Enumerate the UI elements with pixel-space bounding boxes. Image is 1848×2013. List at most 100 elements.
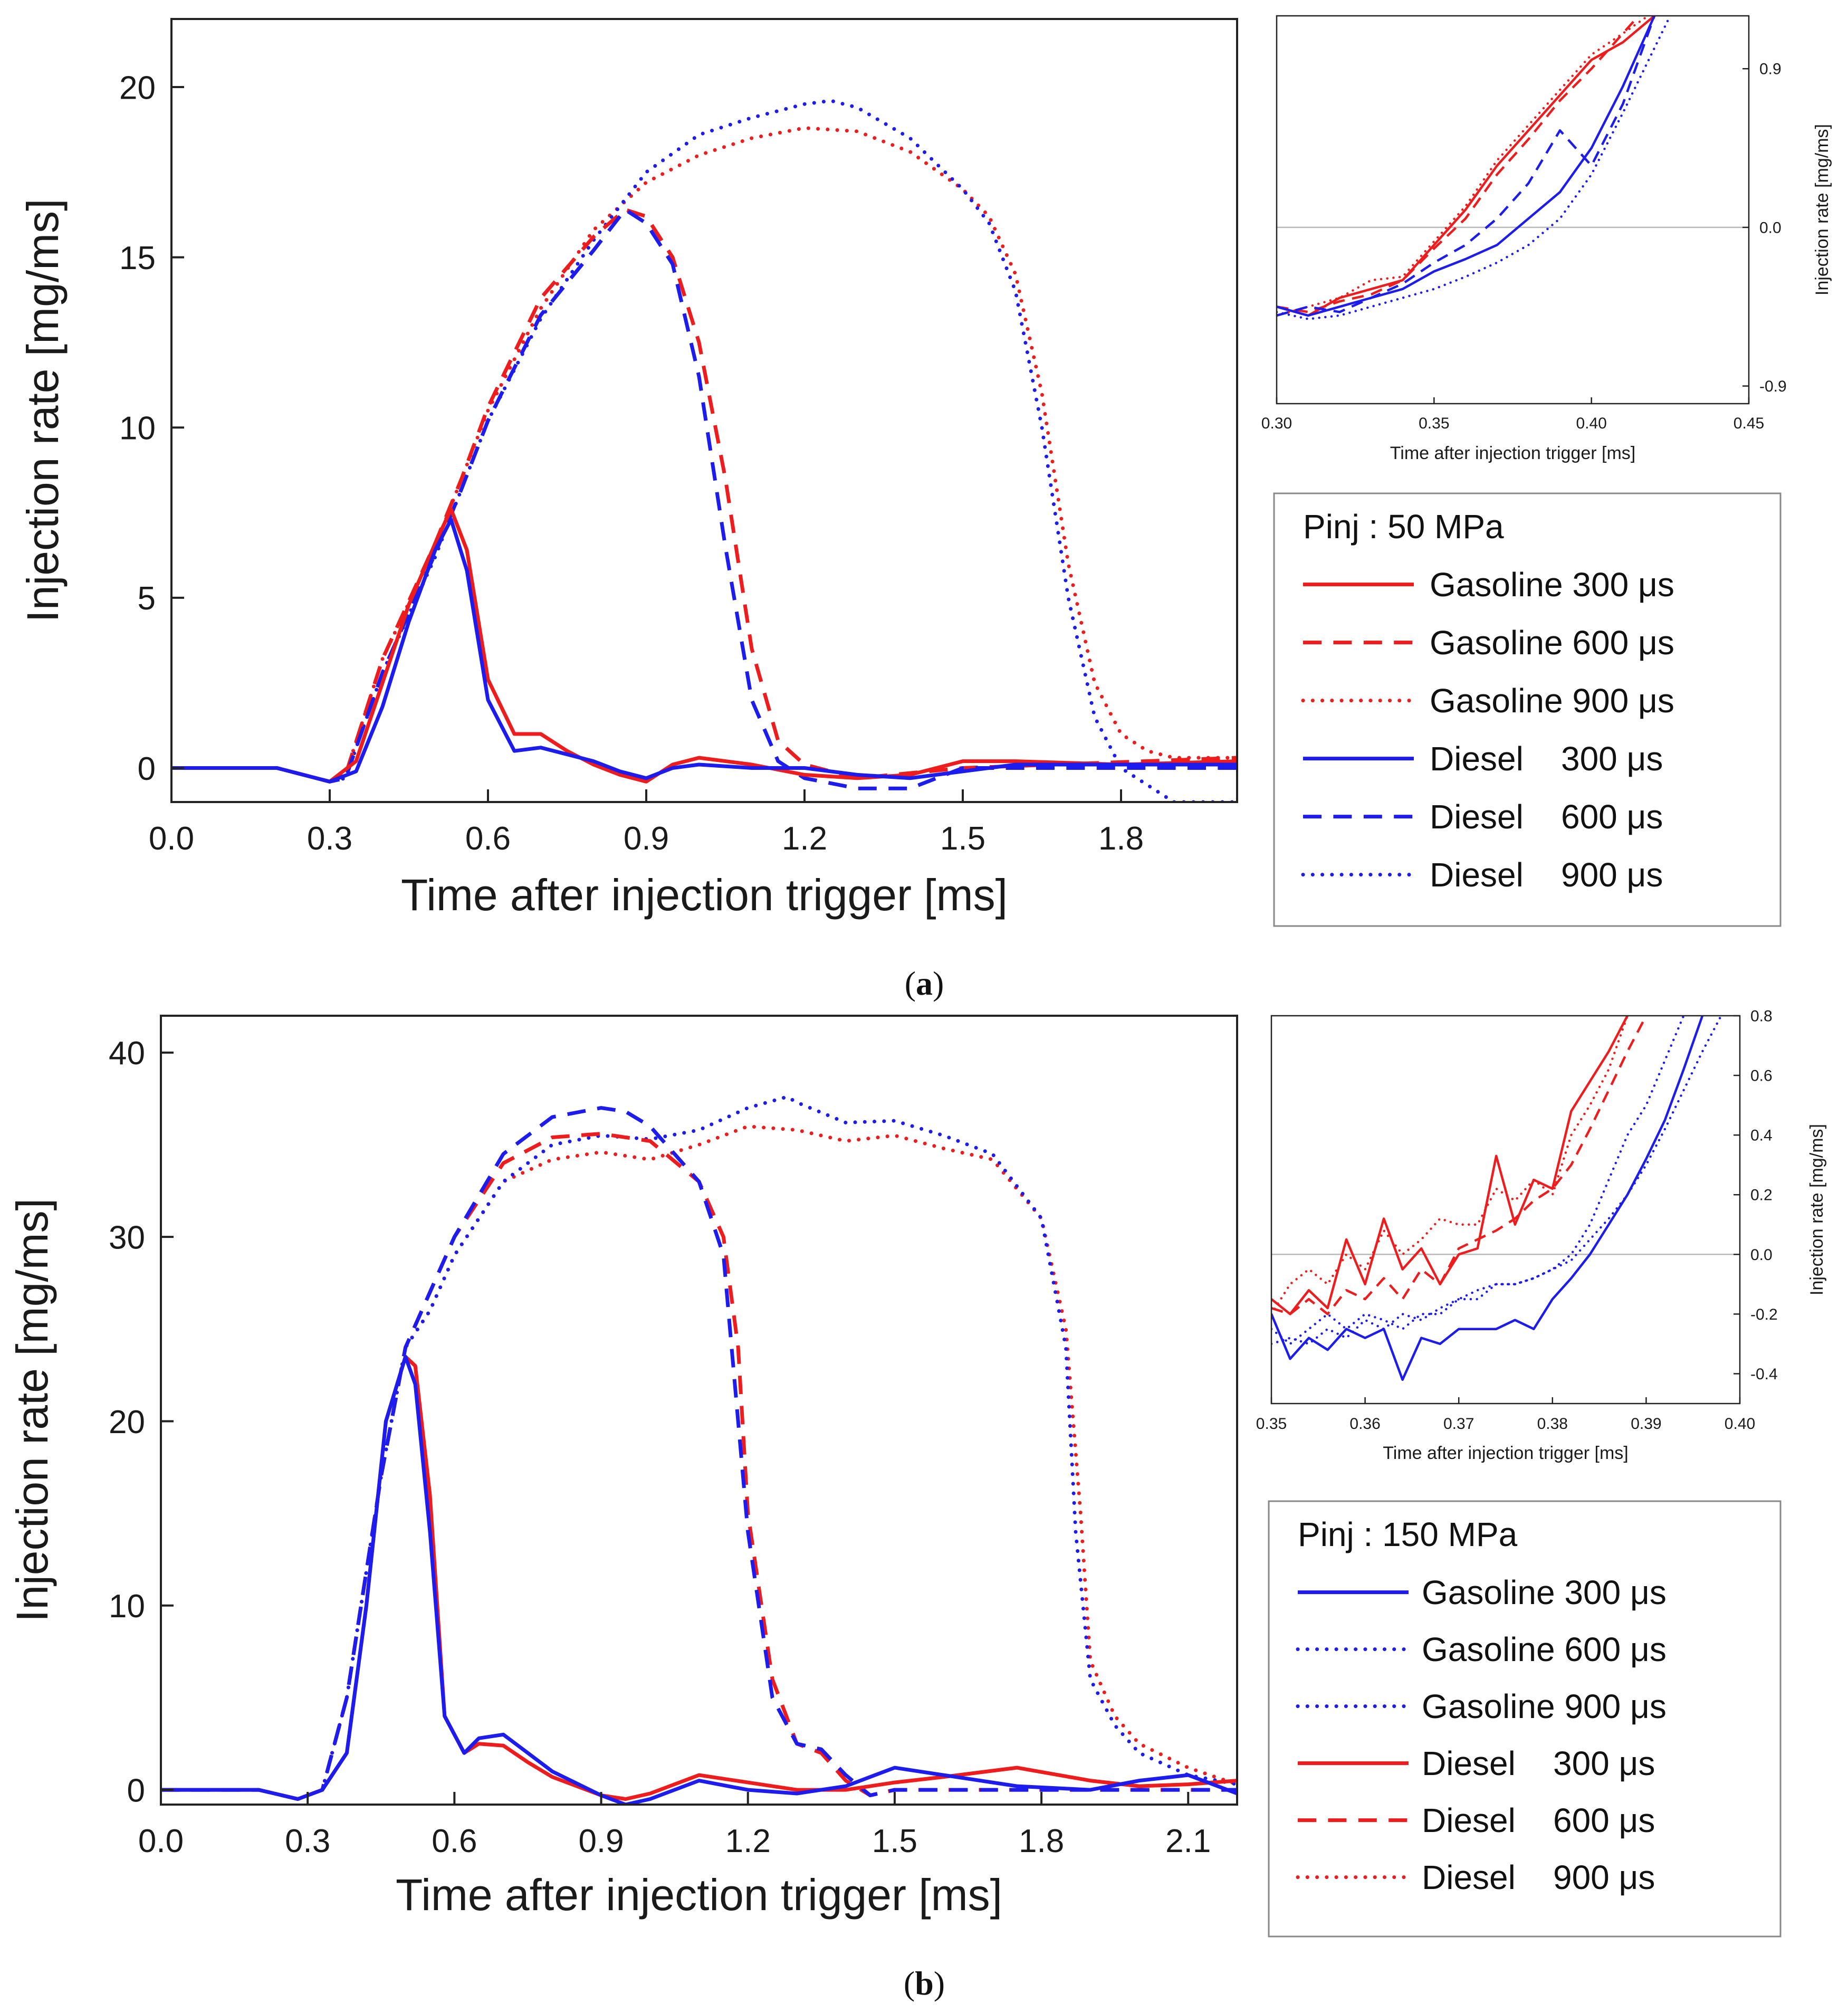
x-tick-label: 0.30 — [1261, 415, 1292, 432]
series-line-5 — [1277, 16, 1672, 320]
x-tick-label: 1.5 — [940, 821, 985, 857]
x-tick-label: 0.45 — [1734, 415, 1764, 432]
series-line-3 — [171, 207, 1237, 790]
legend-b-main: Pinj : 150 MPa Gasoline 300 μs Gasoline 60… — [1268, 1500, 1782, 1938]
x-tick-label: 0.0 — [138, 1823, 184, 1859]
legend-box — [1273, 492, 1782, 927]
legend-entry: Gasoline 900 μs — [1422, 1687, 1667, 1725]
series-line-5 — [1271, 1016, 1722, 1346]
series-line-1 — [161, 1095, 1237, 1801]
x-tick-label: 0.38 — [1537, 1415, 1568, 1433]
x-axis-label: Time after injection trigger [ms] — [1383, 1443, 1628, 1463]
y-tick-label: 15 — [119, 240, 156, 276]
legend-entry: Diesel 300 μs — [1422, 1744, 1655, 1782]
x-tick-label: 1.8 — [1098, 821, 1144, 857]
y-tick-label: 0.6 — [1750, 1067, 1773, 1085]
series-line-4 — [1277, 16, 1656, 317]
legend-title: Pinj : 150 MPa — [1298, 1515, 1518, 1553]
x-tick-label: 1.2 — [725, 1823, 771, 1859]
x-tick-label: 0.37 — [1443, 1415, 1474, 1433]
y-tick-label: 40 — [109, 1035, 145, 1072]
legend-title: Pinj : 50 MPa — [1303, 508, 1504, 546]
x-tick-label: 0.9 — [624, 821, 669, 857]
y-tick-label: 0.0 — [1759, 219, 1782, 236]
x-tick-label: 0.35 — [1419, 415, 1449, 432]
x-tick-label: 0.6 — [432, 1823, 477, 1859]
plot-frame — [1276, 15, 1750, 405]
y-axis-label: Injection rate [mg/ms] — [7, 1198, 57, 1622]
y-tick-label: 5 — [138, 580, 156, 617]
y-axis-label: Injection rate [mg/ms] — [18, 199, 68, 623]
legend-entry: Diesel 300 μs — [1430, 740, 1663, 778]
chart-b-inset: 0.35 0.36 0.37 0.38 0.39 0.40 -0.4 -0.2 0.0 0.2 0.… — [1256, 1008, 1827, 1464]
caption-b: (b) — [904, 1964, 945, 2002]
legend-entry: Diesel 600 μs — [1430, 798, 1663, 836]
y-tick-label: -0.9 — [1759, 378, 1787, 395]
plot-frame — [1270, 1015, 1741, 1405]
legend-entry: Diesel 600 μs — [1422, 1801, 1655, 1839]
x-tick-label: 0.40 — [1725, 1415, 1755, 1433]
series-line-2 — [1277, 16, 1650, 317]
series-line-4 — [161, 1354, 1237, 1801]
series-group — [1277, 16, 1672, 320]
series-line-2 — [171, 207, 1237, 784]
legend-a-main: Pinj : 50 MPa Gasoline 300 μs Gasoline 600… — [1273, 492, 1782, 927]
x-tick-label: 0.0 — [149, 821, 194, 857]
legend-entry: Gasoline 300 μs — [1430, 566, 1674, 604]
x-tick-label: 0.9 — [578, 1823, 624, 1859]
series-line-0 — [161, 1124, 1237, 1801]
y-tick-label: 20 — [109, 1404, 145, 1440]
series-line-1 — [171, 99, 1237, 802]
y-tick-label: 0.0 — [1750, 1246, 1773, 1264]
y-tick-label: 10 — [119, 411, 156, 447]
y-tick-label: 0 — [138, 751, 156, 787]
x-tick-label: 0.3 — [285, 1823, 330, 1859]
chart-a-inset: 0.30 0.35 0.40 0.45 -0.9 0.0 0.9 Time after inj… — [1261, 15, 1832, 463]
y-tick-label: 0.4 — [1750, 1127, 1773, 1144]
plot-frame — [160, 1015, 1238, 1806]
y-tick-label: -0.4 — [1750, 1366, 1778, 1383]
x-tick-label: 2.1 — [1165, 1823, 1211, 1859]
series-line-5 — [171, 518, 1237, 784]
series-line-5 — [161, 1354, 1237, 1805]
series-line-0 — [1277, 16, 1655, 317]
legend-entry: Gasoline 300 μs — [1422, 1573, 1667, 1611]
legend-entry: Gasoline 900 μs — [1430, 682, 1674, 720]
series-line-2 — [161, 1132, 1237, 1801]
series-group — [1271, 1016, 1722, 1381]
y-tick-label: 10 — [109, 1588, 145, 1625]
legend-box — [1268, 1500, 1782, 1938]
y-tick-label: -0.2 — [1750, 1306, 1778, 1323]
y-axis-label: Injection rate [mg/ms] — [1807, 1124, 1827, 1295]
y-tick-label: 0.8 — [1750, 1008, 1773, 1025]
y-tick-label: 0.2 — [1750, 1187, 1773, 1204]
series-group — [171, 99, 1237, 802]
series-line-3 — [1277, 16, 1656, 317]
x-tick-label: 1.8 — [1019, 1823, 1064, 1859]
chart-a-main: 0.0 0.3 0.6 0.9 1.2 1.5 1.8 0 5 10 15 20 Time after … — [18, 18, 1238, 920]
x-tick-label: 0.40 — [1576, 415, 1606, 432]
series-line-1 — [1271, 1016, 1648, 1315]
x-tick-label: 0.39 — [1631, 1415, 1661, 1433]
series-line-4 — [1271, 1016, 1685, 1346]
legend-entry: Diesel 900 μs — [1430, 856, 1663, 894]
x-tick-label: 0.36 — [1349, 1415, 1380, 1433]
series-line-0 — [1271, 1016, 1629, 1315]
series-line-0 — [171, 126, 1237, 784]
series-line-1 — [1277, 16, 1640, 313]
x-tick-label: 0.35 — [1256, 1415, 1287, 1433]
x-tick-label: 1.2 — [782, 821, 827, 857]
series-group — [161, 1095, 1237, 1805]
x-tick-label: 0.6 — [465, 821, 511, 857]
y-axis-label: Injection rate [mg/ms] — [1812, 124, 1832, 295]
series-line-3 — [161, 1106, 1237, 1801]
legend-entry: Diesel 900 μs — [1422, 1858, 1655, 1896]
y-tick-label: 20 — [119, 70, 156, 106]
y-tick-label: 30 — [109, 1219, 145, 1256]
chart-b-main: 0.0 0.3 0.6 0.9 1.2 1.5 1.8 2.1 0 10 20 30 40 Time af… — [7, 1015, 1238, 1920]
legend-entry: Gasoline 600 μs — [1430, 624, 1674, 662]
x-axis-label: Time after injection trigger [ms] — [401, 870, 1008, 920]
plot-frame — [170, 18, 1238, 803]
legend-entry: Gasoline 600 μs — [1422, 1630, 1667, 1668]
